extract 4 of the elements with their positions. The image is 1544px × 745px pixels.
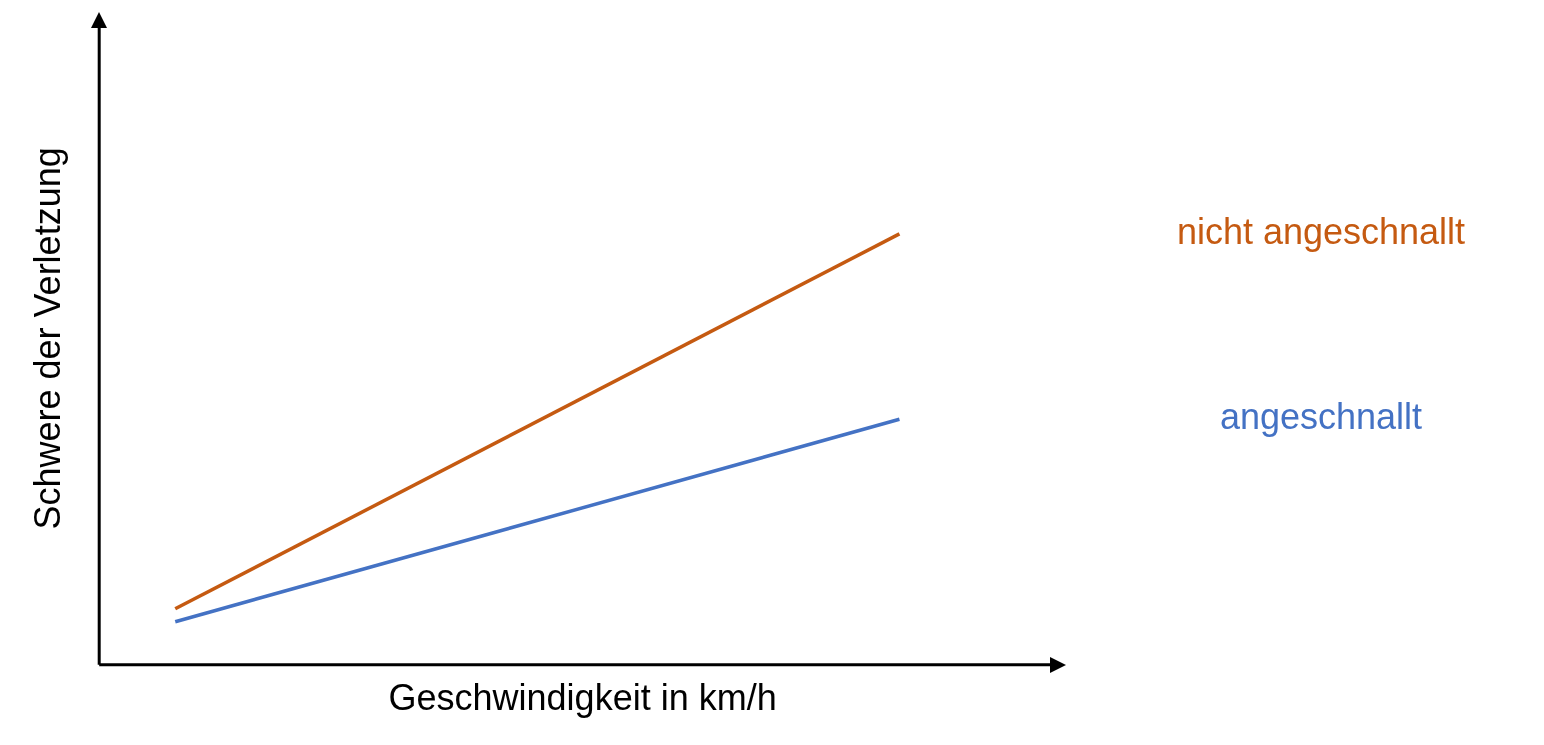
text: nicht angeschnallt bbox=[1176, 210, 1466, 252]
text: angeschnallt bbox=[1219, 396, 1423, 438]
x-axis-title: Geschwindigkeit in km/h bbox=[388, 677, 777, 719]
y-axis-title: Schwere der Verletzung bbox=[26, 147, 68, 530]
